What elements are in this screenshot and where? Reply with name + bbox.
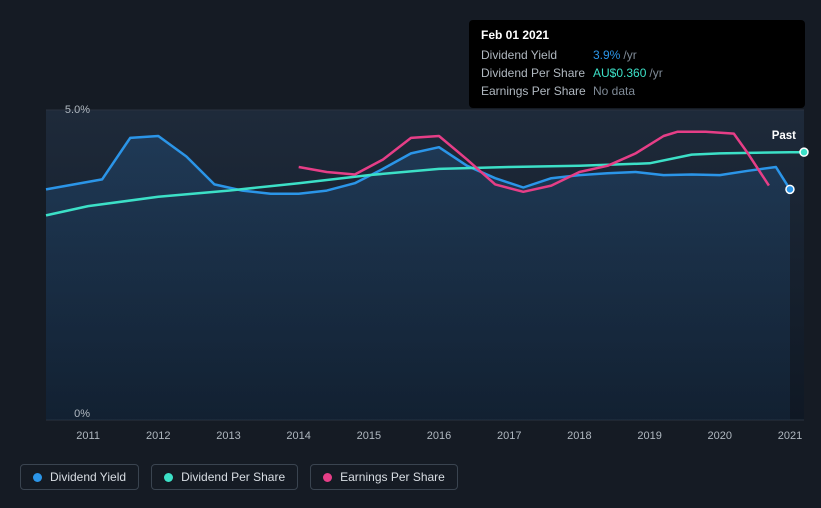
tooltip-label: Earnings Per Share [481, 84, 593, 98]
legend-dot-icon [33, 473, 42, 482]
series-marker-dividend-per-share [800, 148, 808, 156]
tooltip-row: Earnings Per Share No data [481, 82, 793, 100]
x-tick-label: 2017 [497, 430, 521, 442]
legend-item-earnings-per-share[interactable]: Earnings Per Share [310, 464, 458, 490]
legend-label: Dividend Per Share [181, 470, 285, 484]
x-tick-label: 2021 [778, 430, 802, 442]
chart-plot-area[interactable]: 5.0% 0% Past 201120122013201420152016201… [46, 110, 804, 420]
legend-item-dividend-per-share[interactable]: Dividend Per Share [151, 464, 298, 490]
tooltip-row: Dividend Per Share AU$0.360 /yr [481, 64, 793, 82]
legend-label: Earnings Per Share [340, 470, 445, 484]
x-tick-label: 2016 [427, 430, 451, 442]
legend-dot-icon [323, 473, 332, 482]
legend-dot-icon [164, 473, 173, 482]
past-label: Past [772, 130, 796, 142]
tooltip-value: 3.9% [593, 48, 620, 62]
tooltip-value: No data [593, 84, 635, 98]
legend-label: Dividend Yield [50, 470, 126, 484]
x-tick-label: 2020 [708, 430, 732, 442]
chart-container: Feb 01 2021 Dividend Yield 3.9% /yr Divi… [0, 0, 821, 508]
chart-tooltip: Feb 01 2021 Dividend Yield 3.9% /yr Divi… [469, 20, 805, 108]
tooltip-date: Feb 01 2021 [481, 28, 793, 42]
x-tick-label: 2011 [76, 430, 100, 442]
legend-item-dividend-yield[interactable]: Dividend Yield [20, 464, 139, 490]
chart-legend: Dividend Yield Dividend Per Share Earnin… [20, 464, 458, 490]
series-marker-dividend-yield [786, 185, 794, 193]
tooltip-label: Dividend Yield [481, 48, 593, 62]
tooltip-value: AU$0.360 [593, 66, 646, 80]
x-tick-label: 2014 [286, 430, 310, 442]
x-tick-label: 2015 [357, 430, 381, 442]
x-tick-label: 2012 [146, 430, 170, 442]
series-area-dividend-yield [46, 136, 790, 420]
tooltip-unit: /yr [623, 48, 636, 62]
tooltip-label: Dividend Per Share [481, 66, 593, 80]
x-tick-label: 2018 [567, 430, 591, 442]
y-tick-label: 0% [50, 408, 90, 420]
y-tick-label: 5.0% [50, 104, 90, 116]
x-tick-label: 2019 [637, 430, 661, 442]
chart-svg [46, 110, 804, 420]
tooltip-unit: /yr [649, 66, 662, 80]
tooltip-row: Dividend Yield 3.9% /yr [481, 46, 793, 64]
x-tick-label: 2013 [216, 430, 240, 442]
